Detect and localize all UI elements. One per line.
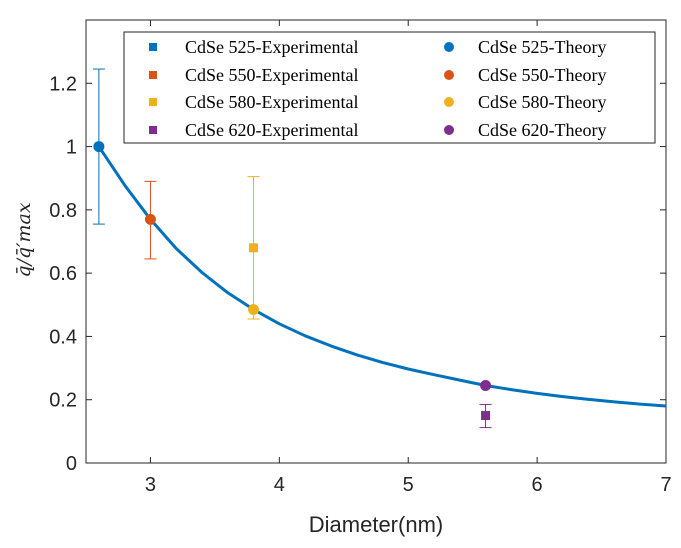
y-tick-label: 0.6: [49, 263, 77, 285]
legend-square-marker: [149, 126, 157, 134]
y-tick-label: 0: [66, 453, 77, 475]
y-tick-label: 1: [66, 137, 77, 159]
theory-curve: [97, 145, 666, 408]
y-tick-label: 0.4: [49, 326, 77, 348]
legend-square-marker: [149, 71, 157, 79]
legend-label: CdSe 550-Experimental: [185, 65, 358, 85]
theory-point: [144, 213, 156, 225]
experimental-point: [481, 411, 491, 421]
legend-label: CdSe 580-Theory: [478, 92, 606, 112]
y-tick-label: 0.2: [49, 390, 77, 412]
legend-label: CdSe 525-Experimental: [185, 37, 358, 57]
tick-layer: 3 4 5 6 7 0 0.2 0.4 0.6 0.8 1 1.2: [49, 20, 672, 496]
curve-layer: [97, 145, 666, 408]
legend-square-marker: [149, 98, 157, 106]
legend-label: CdSe 525-Theory: [478, 37, 606, 57]
theory-point: [248, 304, 260, 316]
legend-label: CdSe 620-Experimental: [185, 120, 358, 140]
legend-circle-marker: [444, 125, 454, 135]
x-axis-title: Diameter(nm): [309, 512, 443, 537]
legend: CdSe 525-Experimental CdSe 550-Experiment…: [123, 31, 656, 144]
y-tick-label: 1.2: [49, 73, 77, 95]
x-tick-label: 3: [145, 474, 156, 496]
legend-label: CdSe 550-Theory: [478, 65, 606, 85]
experimental-point: [249, 243, 259, 253]
legend-circle-marker: [444, 70, 454, 80]
legend-square-marker: [149, 43, 157, 51]
legend-circle-marker: [444, 42, 454, 52]
legend-label: CdSe 620-Theory: [478, 120, 606, 140]
marks-layer: [92, 68, 492, 429]
theory-point: [93, 141, 105, 153]
y-tick-label: 0.8: [49, 200, 77, 222]
x-tick-label: 5: [403, 474, 414, 496]
y-axis-title: q̄/q̄′max: [13, 202, 35, 277]
legend-box: [123, 31, 656, 144]
x-tick-label: 6: [532, 474, 543, 496]
x-tick-label: 4: [274, 474, 285, 496]
theory-point: [480, 379, 492, 391]
x-tick-label: 7: [660, 474, 671, 496]
legend-label: CdSe 580-Experimental: [185, 92, 358, 112]
legend-circle-marker: [444, 97, 454, 107]
